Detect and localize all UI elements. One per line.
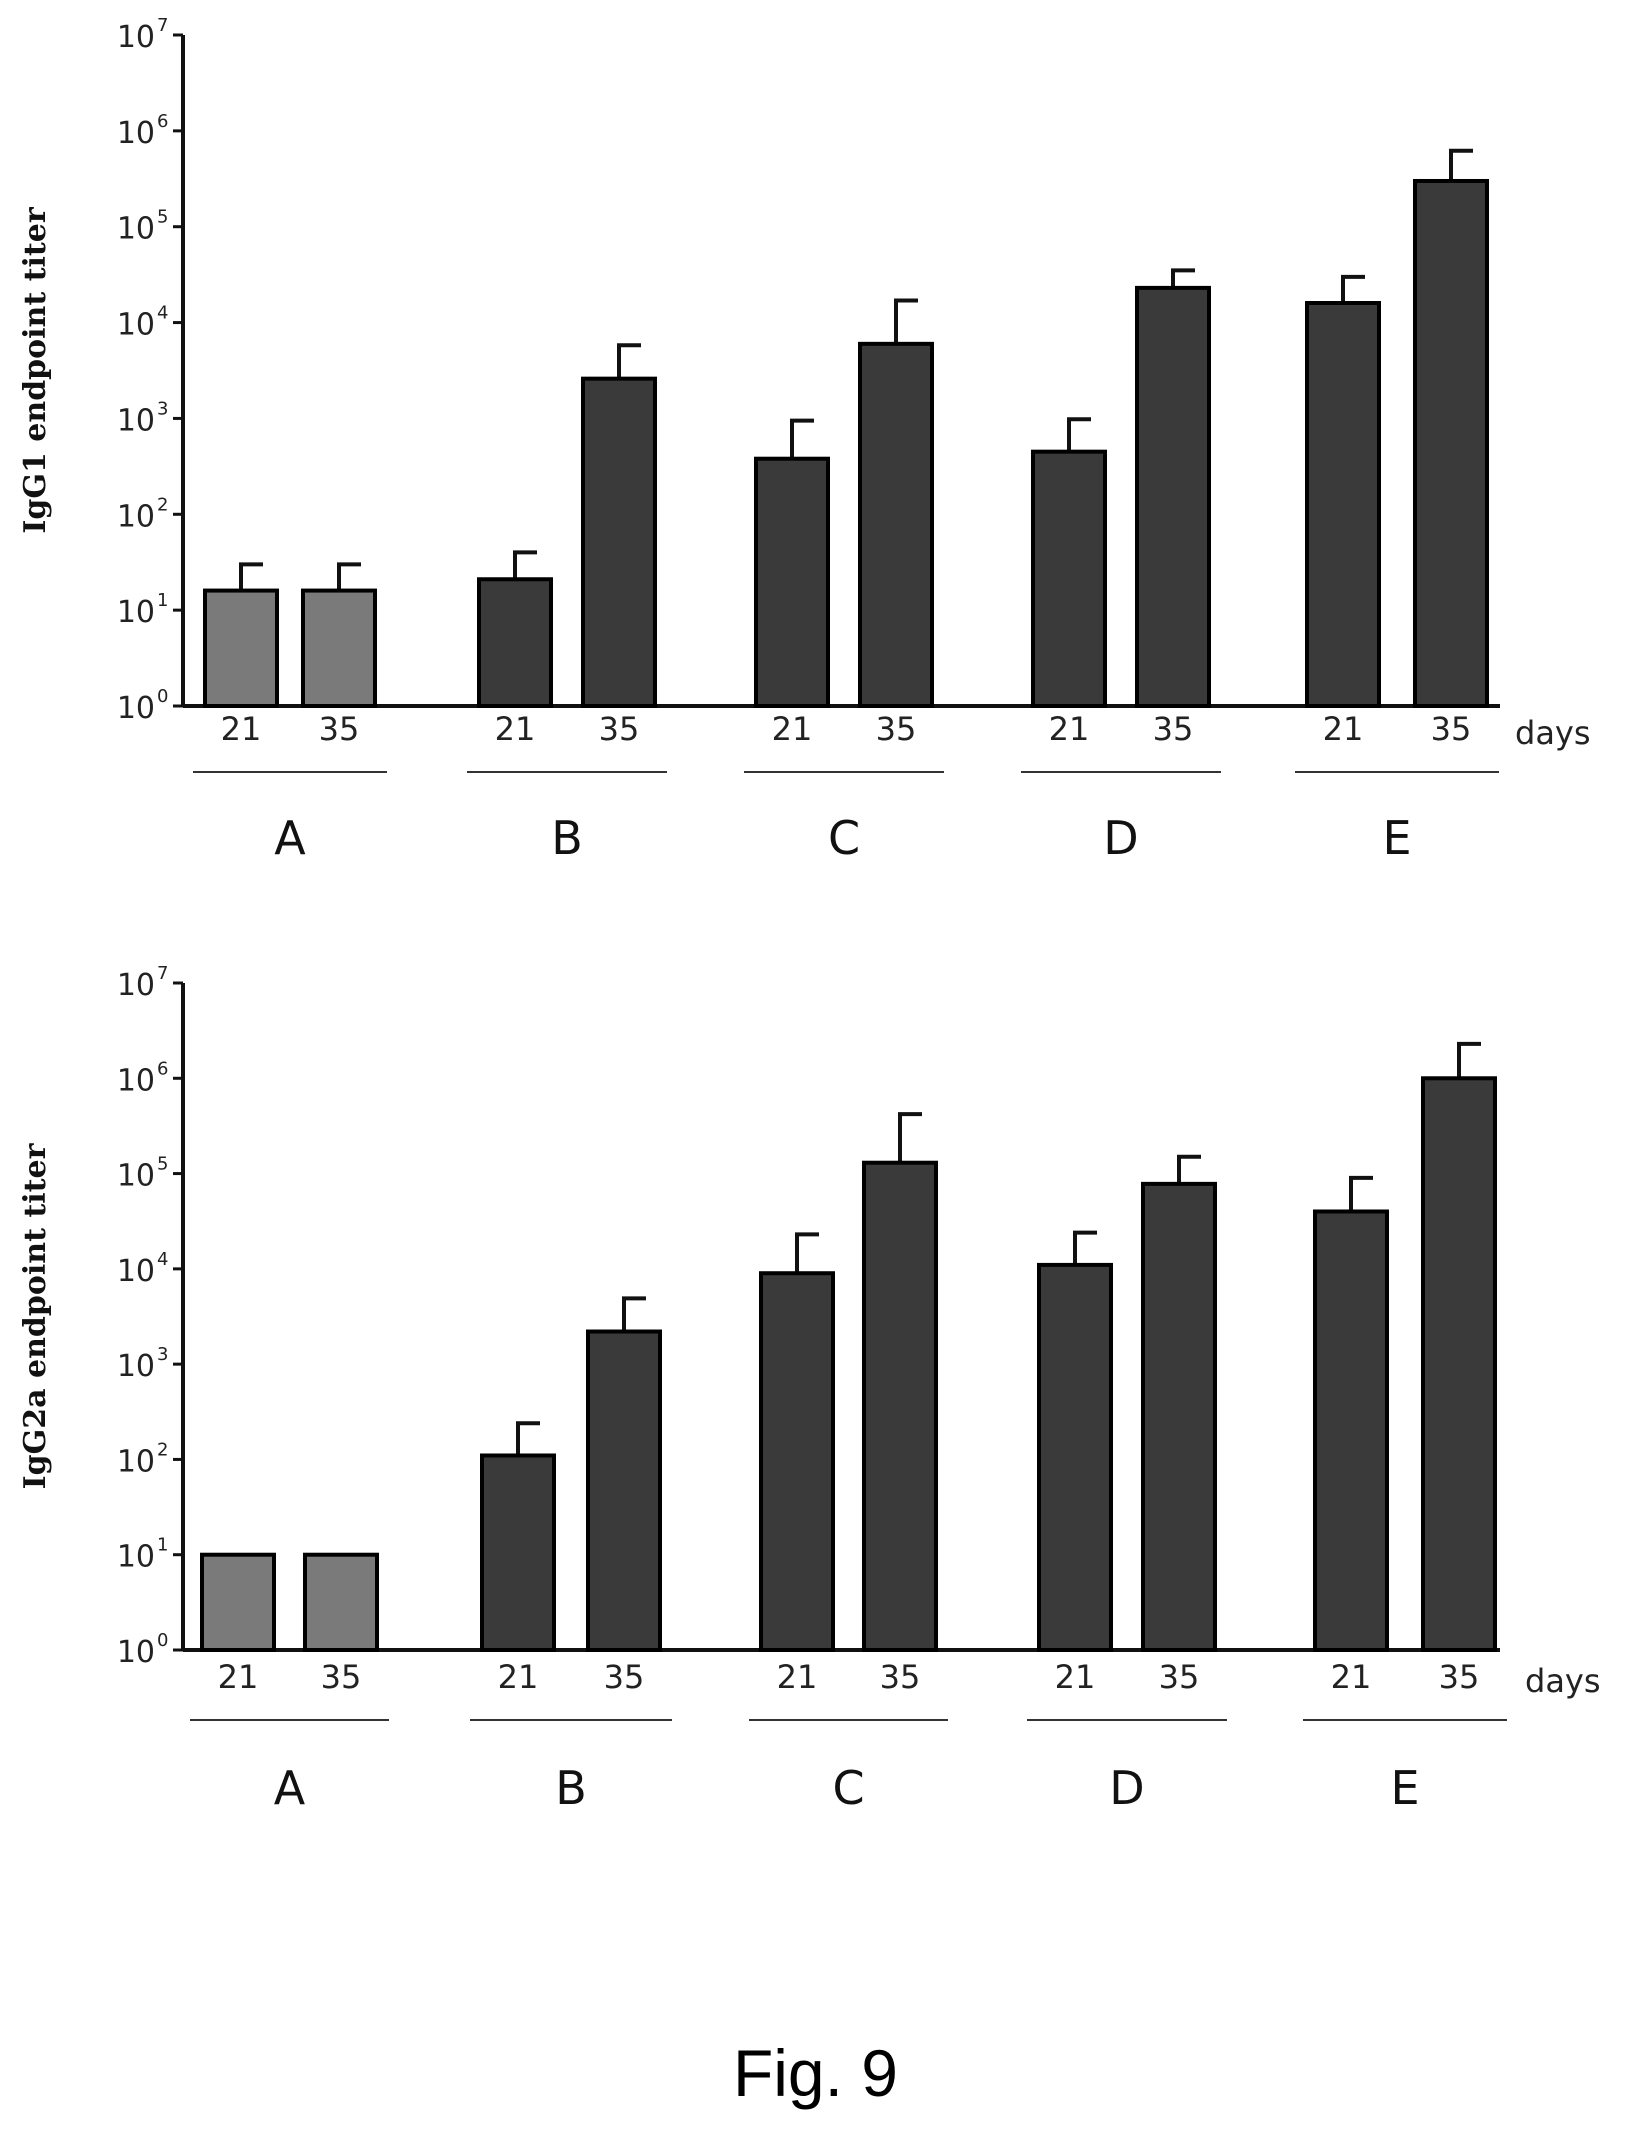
bar-E-35 (1413, 178, 1489, 708)
y-tick-exponent: 4 (157, 303, 168, 324)
group-label-E: E (1390, 1761, 1419, 1815)
y-tick-exponent: 0 (157, 1630, 168, 1651)
day-label-D-21: 21 (1055, 1658, 1096, 1696)
day-label-E-21: 21 (1331, 1658, 1372, 1696)
y-tick-label: 10 (117, 1254, 155, 1289)
day-label-E-35: 35 (1439, 1658, 1480, 1696)
y-tick-label: 10 (117, 403, 155, 438)
y-tick-label: 10 (117, 1349, 155, 1384)
y-tick-exponent: 5 (157, 207, 168, 228)
day-label-B-21: 21 (498, 1658, 539, 1696)
bar-B-35 (586, 1329, 662, 1653)
y-tick-label: 10 (117, 116, 155, 151)
day-label-A-21: 21 (218, 1658, 259, 1696)
group-label-B: B (555, 1761, 587, 1815)
y-tick-label: 10 (117, 1063, 155, 1098)
group-label-B: B (551, 811, 583, 865)
bar-A-21 (203, 588, 279, 708)
day-label-E-21: 21 (1323, 710, 1364, 748)
y-tick-label: 10 (117, 1540, 155, 1575)
bar-C-21 (754, 456, 830, 708)
group-label-D: D (1103, 811, 1138, 865)
figure-caption: Fig. 9 (732, 2036, 899, 2110)
y-axis-label: IgG2a endpoint titer (18, 1142, 53, 1489)
x-unit-label: days (1525, 1662, 1601, 1700)
bar-C-21 (759, 1271, 835, 1652)
y-tick-label: 10 (117, 20, 155, 55)
group-label-D: D (1109, 1761, 1144, 1815)
y-tick-exponent: 0 (157, 686, 168, 707)
day-label-C-35: 35 (880, 1658, 921, 1696)
day-label-D-35: 35 (1153, 710, 1194, 748)
y-tick-exponent: 3 (157, 1344, 168, 1365)
y-tick-label: 10 (117, 1444, 155, 1479)
group-label-A: A (274, 811, 306, 865)
y-tick-exponent: 1 (157, 590, 168, 611)
day-label-A-35: 35 (319, 710, 360, 748)
day-label-C-21: 21 (777, 1658, 818, 1696)
bar-A-21 (200, 1552, 276, 1652)
day-label-B-21: 21 (495, 710, 536, 748)
y-tick-label: 10 (117, 212, 155, 247)
y-tick-exponent: 3 (157, 398, 168, 419)
day-label-D-21: 21 (1049, 710, 1090, 748)
group-label-C: C (828, 811, 860, 865)
bar-E-21 (1313, 1209, 1389, 1652)
bar-D-21 (1031, 449, 1107, 708)
x-unit-label: days (1515, 714, 1591, 752)
bar-A-35 (301, 588, 377, 708)
bar-C-35 (858, 341, 934, 708)
y-tick-exponent: 2 (157, 1439, 168, 1460)
day-label-E-35: 35 (1431, 710, 1472, 748)
bar-B-21 (480, 1453, 556, 1653)
y-tick-exponent: 1 (157, 1535, 168, 1556)
y-tick-exponent: 7 (157, 15, 168, 36)
y-tick-label: 10 (117, 595, 155, 630)
group-label-E: E (1382, 811, 1411, 865)
day-label-D-35: 35 (1159, 1658, 1200, 1696)
group-label-A: A (274, 1761, 306, 1815)
y-tick-label: 10 (117, 1159, 155, 1194)
y-tick-exponent: 7 (157, 963, 168, 984)
y-tick-exponent: 6 (157, 1058, 168, 1079)
y-tick-exponent: 4 (157, 1249, 168, 1270)
y-tick-exponent: 5 (157, 1154, 168, 1175)
y-tick-label: 10 (117, 691, 155, 726)
group-label-C: C (832, 1761, 864, 1815)
day-label-A-21: 21 (221, 710, 262, 748)
day-label-C-21: 21 (772, 710, 813, 748)
y-tick-label: 10 (117, 308, 155, 343)
bar-D-21 (1037, 1262, 1113, 1652)
bar-B-35 (581, 376, 657, 708)
bar-E-21 (1305, 301, 1381, 708)
bar-A-35 (303, 1552, 379, 1652)
day-label-C-35: 35 (876, 710, 917, 748)
y-tick-exponent: 6 (157, 111, 168, 132)
y-tick-label: 10 (117, 499, 155, 534)
y-tick-exponent: 2 (157, 494, 168, 515)
bar-C-35 (862, 1160, 938, 1652)
day-label-B-35: 35 (599, 710, 640, 748)
bar-D-35 (1141, 1181, 1217, 1652)
bar-E-35 (1421, 1076, 1497, 1653)
day-label-A-35: 35 (321, 1658, 362, 1696)
bar-B-21 (477, 577, 553, 709)
y-tick-label: 10 (117, 1635, 155, 1670)
y-axis-label: IgG1 endpoint titer (18, 206, 53, 534)
bar-D-35 (1135, 285, 1211, 708)
day-label-B-35: 35 (604, 1658, 645, 1696)
y-tick-label: 10 (117, 968, 155, 1003)
